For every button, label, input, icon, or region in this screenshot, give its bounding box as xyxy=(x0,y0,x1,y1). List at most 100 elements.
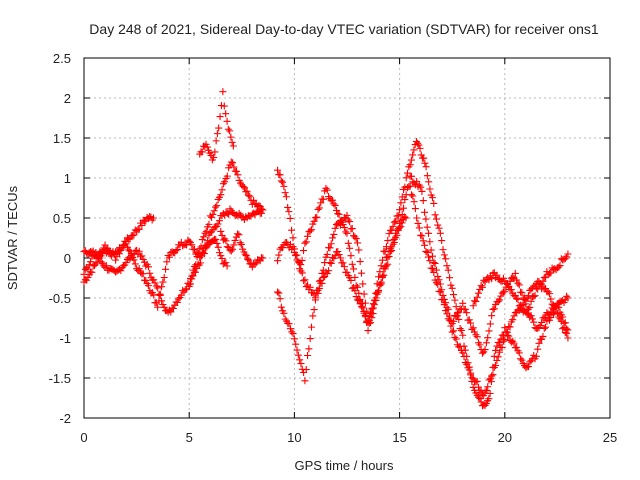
data-point xyxy=(146,269,154,277)
data-point xyxy=(307,226,315,234)
axis-ticks xyxy=(83,57,611,419)
data-point xyxy=(197,259,205,267)
x-axis-tick-labels: 0 5 10 15 20 25 xyxy=(80,430,617,445)
data-point xyxy=(149,214,157,222)
data-point xyxy=(561,328,569,336)
data-point xyxy=(210,153,218,161)
data-point xyxy=(473,333,481,341)
data-point xyxy=(394,212,402,220)
data-point xyxy=(422,247,430,255)
data-point xyxy=(448,284,456,292)
data-point xyxy=(280,182,288,190)
data-point xyxy=(325,267,333,275)
data-point xyxy=(436,288,444,296)
data-point xyxy=(245,256,253,264)
data-point xyxy=(300,277,308,285)
data-point xyxy=(379,256,387,264)
data-point xyxy=(426,185,434,193)
data-point xyxy=(431,211,439,219)
data-point xyxy=(381,262,389,270)
data-point xyxy=(246,192,254,200)
data-point xyxy=(418,187,426,195)
y-tick-label: -1.5 xyxy=(49,371,71,386)
data-point xyxy=(130,256,138,264)
data-point xyxy=(422,215,430,223)
data-point xyxy=(485,327,493,335)
data-point xyxy=(446,316,454,324)
data-point xyxy=(530,292,538,300)
data-point xyxy=(553,309,561,317)
data-point xyxy=(559,325,567,333)
data-point xyxy=(534,345,542,353)
data-point xyxy=(421,159,429,167)
data-point xyxy=(364,327,372,335)
data-point xyxy=(496,339,504,347)
series-track-4 xyxy=(196,88,237,164)
data-point xyxy=(439,246,447,254)
data-point xyxy=(532,284,540,292)
data-point xyxy=(450,317,458,325)
data-point xyxy=(486,389,494,397)
data-point xyxy=(314,205,322,213)
data-point xyxy=(443,310,451,318)
data-point xyxy=(223,117,231,125)
data-point xyxy=(237,240,245,248)
data-point xyxy=(478,349,486,357)
data-point xyxy=(155,297,163,305)
data-point xyxy=(356,300,364,308)
data-point xyxy=(218,186,226,194)
data-point xyxy=(327,259,335,267)
data-point xyxy=(318,279,326,287)
data-point xyxy=(236,239,244,247)
data-point xyxy=(189,272,197,280)
data-point xyxy=(473,377,481,385)
data-point xyxy=(135,265,143,273)
data-point xyxy=(400,204,408,212)
data-point xyxy=(455,343,463,351)
data-point xyxy=(407,172,415,180)
data-point xyxy=(492,346,500,354)
data-point xyxy=(446,274,454,282)
data-point xyxy=(215,249,223,257)
data-point xyxy=(306,283,314,291)
data-point xyxy=(557,317,565,325)
data-point xyxy=(274,166,282,174)
data-point xyxy=(227,247,235,255)
data-point xyxy=(233,167,241,175)
data-point xyxy=(402,214,410,222)
data-point xyxy=(444,315,452,323)
y-tick-label: 0 xyxy=(64,251,71,266)
data-point xyxy=(540,324,548,332)
data-point xyxy=(382,254,390,262)
data-point xyxy=(447,322,455,330)
data-point xyxy=(469,302,477,310)
data-point xyxy=(172,247,180,255)
data-point xyxy=(198,148,206,156)
data-point xyxy=(199,248,207,256)
data-point xyxy=(310,217,318,225)
y-tick-label: -1 xyxy=(59,331,71,346)
data-point xyxy=(212,203,219,211)
data-point xyxy=(98,250,106,258)
x-tick-label: 20 xyxy=(498,430,512,445)
series-track-11 xyxy=(185,235,231,290)
data-point xyxy=(538,318,546,326)
data-point xyxy=(210,207,218,215)
data-point xyxy=(372,296,380,304)
data-point xyxy=(361,313,369,321)
data-point xyxy=(234,171,242,179)
data-point xyxy=(443,262,451,270)
data-point xyxy=(489,305,497,313)
data-point xyxy=(292,252,300,260)
data-point xyxy=(331,201,339,209)
data-point xyxy=(319,273,327,281)
data-point xyxy=(331,224,339,232)
data-point xyxy=(339,218,347,226)
data-point xyxy=(514,279,522,287)
series-track-9 xyxy=(406,182,572,400)
data-point xyxy=(482,400,490,408)
data-point xyxy=(564,250,572,258)
data-point xyxy=(388,243,396,251)
data-point xyxy=(392,217,400,225)
data-point xyxy=(213,202,221,210)
